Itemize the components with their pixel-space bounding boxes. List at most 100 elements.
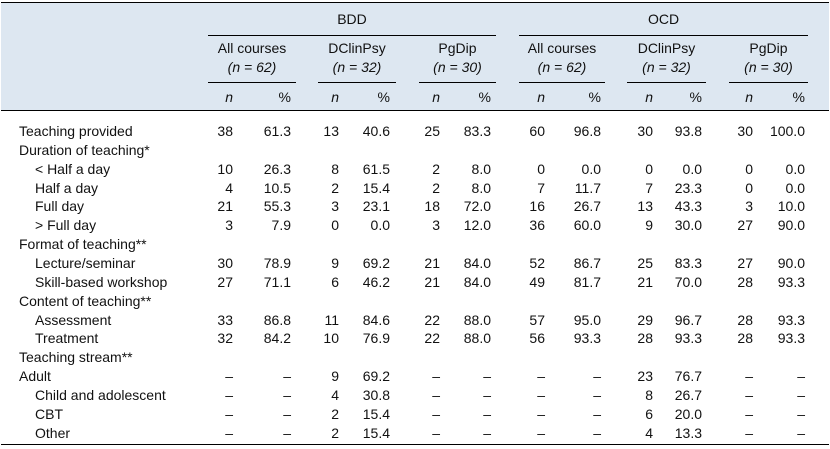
subgroup-n: (n = 62) — [537, 59, 587, 75]
cell-n: – — [225, 406, 233, 422]
cell-pct: 61.5 — [362, 161, 390, 177]
cell-n: – — [745, 387, 753, 403]
cell-n: 0 — [331, 217, 339, 233]
cell-n: 3 — [331, 198, 339, 214]
cell-n: – — [745, 368, 753, 384]
cell-n: 27 — [217, 274, 233, 290]
subgroup-rule — [729, 82, 808, 83]
cell-pct: – — [593, 387, 601, 403]
cell-pct: 71.1 — [263, 274, 291, 290]
cell-n: – — [537, 406, 545, 422]
cell-pct: 8.0 — [471, 180, 491, 196]
row-label: Teaching stream** — [19, 349, 133, 365]
cell-pct: 11.7 — [574, 180, 601, 196]
cell-pct: 10.5 — [263, 180, 291, 196]
cell-pct: 78.9 — [263, 255, 291, 271]
col-header-pct: % — [588, 89, 601, 105]
cell-pct: 95.0 — [573, 312, 601, 328]
cell-n: 6 — [331, 274, 339, 290]
cell-n: 2 — [331, 406, 339, 422]
cell-n: 28 — [737, 330, 753, 346]
cell-pct: 84.0 — [463, 274, 491, 290]
row-label: CBT — [35, 406, 63, 422]
cell-n: 49 — [529, 274, 545, 290]
cell-pct: – — [593, 425, 601, 441]
subgroup-name: All courses — [527, 40, 597, 56]
cell-n: 30 — [737, 123, 753, 139]
cell-pct: 76.9 — [362, 330, 390, 346]
cell-n: 22 — [424, 330, 440, 346]
cell-pct: – — [283, 425, 291, 441]
cell-pct: 0.0 — [785, 161, 805, 177]
row-label: Adult — [19, 368, 51, 384]
cell-pct: – — [797, 406, 805, 422]
cell-n: 2 — [432, 161, 440, 177]
cell-n: 21 — [424, 255, 440, 271]
cell-pct: 88.0 — [463, 312, 491, 328]
row-label: Other — [35, 425, 71, 441]
group-header: OCD — [647, 11, 680, 27]
cell-pct: – — [797, 368, 805, 384]
cell-pct: 84.2 — [263, 330, 291, 346]
col-header-pct: % — [792, 89, 805, 105]
cell-pct: 26.7 — [674, 387, 702, 403]
cell-pct: 43.3 — [674, 198, 702, 214]
cell-n: 32 — [217, 330, 233, 346]
cell-pct: – — [483, 406, 491, 422]
col-header-n: n — [745, 89, 753, 105]
cell-n: 7 — [645, 180, 653, 196]
subgroup-rule — [208, 82, 296, 83]
subgroup-name: DClinPsy — [328, 40, 386, 56]
cell-n: – — [432, 425, 440, 441]
subgroup-rule — [318, 82, 396, 83]
cell-n: 28 — [737, 274, 753, 290]
cell-n: 10 — [323, 330, 339, 346]
col-header-n: n — [537, 89, 545, 105]
cell-n: 52 — [529, 255, 545, 271]
row-label: Teaching provided — [19, 123, 133, 139]
cell-n: – — [745, 406, 753, 422]
cell-pct: 93.3 — [573, 330, 601, 346]
cell-pct: 86.7 — [573, 255, 601, 271]
cell-pct: 15.4 — [362, 425, 390, 441]
cell-pct: 46.2 — [362, 274, 390, 290]
cell-n: 21 — [217, 198, 233, 214]
row-label: Child and adolescent — [35, 387, 166, 403]
cell-n: 13 — [637, 198, 653, 214]
subgroup-name: All courses — [217, 40, 287, 56]
cell-n: – — [432, 406, 440, 422]
cell-pct: 69.2 — [362, 255, 390, 271]
col-header-pct: % — [278, 89, 291, 105]
cell-n: 10 — [217, 161, 233, 177]
table-header-band — [1, 2, 829, 110]
cell-n: 16 — [529, 198, 545, 214]
table-bottom-rule — [1, 444, 829, 445]
cell-pct: 81.7 — [573, 274, 601, 290]
subgroup-name: PgDip — [749, 40, 788, 56]
cell-pct: 55.3 — [263, 198, 291, 214]
subgroup-n: (n = 30) — [744, 59, 793, 75]
cell-n: 2 — [331, 180, 339, 196]
cell-n: 27 — [737, 217, 753, 233]
row-label: < Half a day — [35, 161, 111, 177]
cell-pct: – — [797, 425, 805, 441]
subgroup-n: (n = 32) — [642, 59, 691, 75]
cell-pct: 13.3 — [674, 425, 702, 441]
col-header-n: n — [225, 89, 233, 105]
col-header-pct: % — [689, 89, 702, 105]
cell-n: 9 — [331, 255, 339, 271]
cell-n: 13 — [323, 123, 339, 139]
subgroup-n: (n = 30) — [433, 59, 482, 75]
cell-n: – — [537, 387, 545, 403]
cell-pct: 69.2 — [362, 368, 390, 384]
cell-n: 3 — [432, 217, 440, 233]
cell-pct: 93.3 — [777, 330, 805, 346]
cell-pct: 8.0 — [471, 161, 491, 177]
cell-n: 2 — [331, 425, 339, 441]
col-header-n: n — [645, 89, 653, 105]
cell-pct: 12.0 — [463, 217, 491, 233]
cell-pct: – — [797, 387, 805, 403]
cell-pct: 0.0 — [785, 180, 805, 196]
cell-pct: 40.6 — [362, 123, 390, 139]
cell-n: 8 — [331, 161, 339, 177]
